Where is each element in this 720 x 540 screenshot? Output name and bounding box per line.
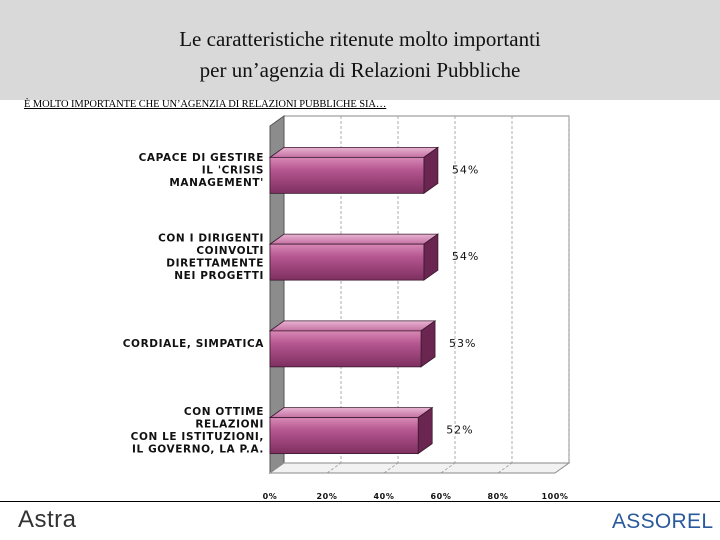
bar [269, 156, 425, 194]
chart-subtitle: È MOLTO IMPORTANTE CHE UN’AGENZIA DI REL… [24, 99, 387, 110]
category-label: CORDIALE, SIMPATICA [123, 338, 265, 350]
x-tick-label: 40% [374, 492, 395, 501]
gridline-floor [383, 462, 399, 474]
bar-top [268, 146, 440, 158]
category-label-line: COINVOLTI [196, 245, 264, 257]
category-label-line: CAPACE DI GESTIRE [139, 152, 264, 164]
category-label-line: CON LE ISTITUZIONI, [131, 431, 264, 443]
category-label-line: CORDIALE, SIMPATICA [123, 338, 265, 350]
assorel-logo: ASSOREL [612, 510, 714, 533]
category-label-line: IL GOVERNO, LA P.A. [132, 443, 264, 455]
bar-top [268, 407, 434, 419]
category-label-line: DIRETTAMENTE [166, 257, 264, 269]
x-tick-label: 80% [488, 492, 509, 501]
category-label-line: NEI PROGETTI [174, 270, 264, 282]
category-label: CON OTTIME RELAZIONI CON LE ISTITUZIONI, IL… [131, 406, 264, 456]
header-band [0, 0, 720, 100]
gridline-floor [269, 462, 285, 474]
bar [269, 330, 422, 368]
category-label-line: CON OTTIME [184, 406, 264, 418]
page-title: Le caratteristiche ritenute molto import… [0, 24, 720, 86]
bar-top [268, 320, 437, 332]
gridline-floor [497, 462, 513, 474]
bar-value-label: 52% [446, 424, 473, 437]
gridline-floor [440, 462, 456, 474]
x-tick-label: 60% [431, 492, 452, 501]
bar [269, 243, 425, 281]
title-line-1: Le caratteristiche ritenute molto import… [179, 27, 541, 51]
category-label: CAPACE DI GESTIRE IL 'CRISIS MANAGEMENT' [139, 152, 264, 189]
footer [0, 502, 720, 540]
bar [269, 417, 419, 455]
category-label: CON I DIRIGENTI COINVOLTI DIRETTAMENTE NEI … [158, 232, 264, 282]
bar-value-label: 54% [452, 163, 479, 176]
category-label-line: IL 'CRISIS [202, 164, 264, 176]
bar-top [268, 233, 440, 245]
gridline-floor [326, 462, 342, 474]
bar-value-label: 53% [449, 337, 476, 350]
plot-floor [268, 462, 571, 474]
x-tick-label: 0% [263, 492, 278, 501]
x-tick-label: 100% [541, 492, 568, 501]
bar-value-label: 54% [452, 250, 479, 263]
astra-logo: Astra [18, 506, 77, 533]
gridline-floor [554, 462, 570, 474]
category-label-line: CON I DIRIGENTI [158, 232, 264, 244]
title-line-2: per un’agenzia di Relazioni Pubbliche [199, 58, 521, 82]
x-tick-label: 20% [317, 492, 338, 501]
category-label-line: RELAZIONI [195, 418, 264, 430]
category-label-line: MANAGEMENT' [169, 177, 264, 189]
footer-divider [0, 501, 720, 502]
